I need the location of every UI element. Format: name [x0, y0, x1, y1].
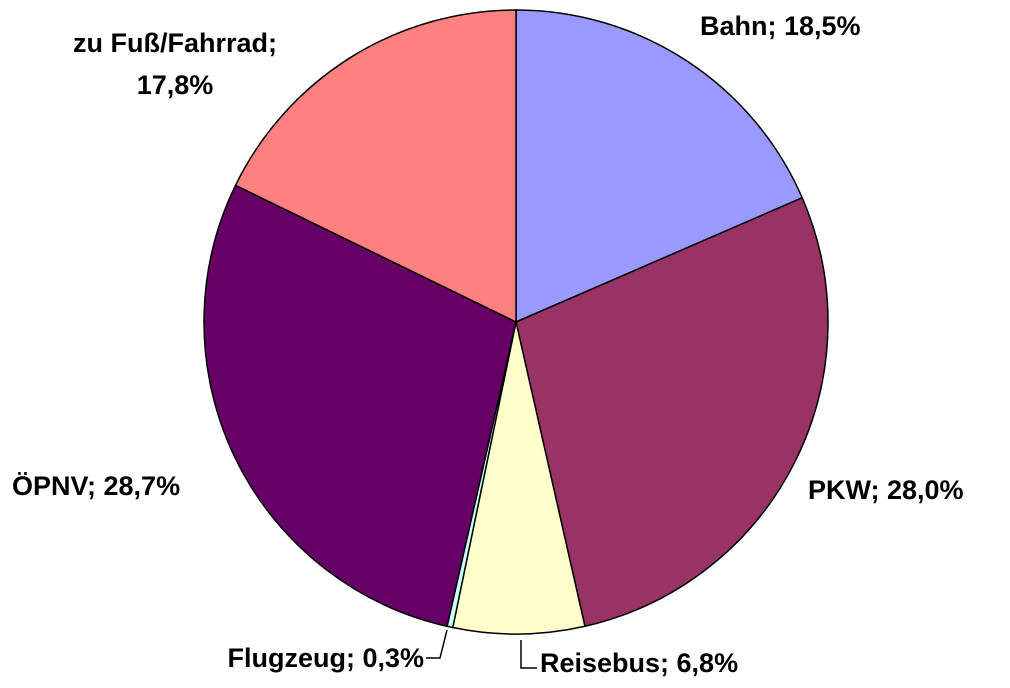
pie-slice — [234, 9, 517, 324]
pie-slice — [515, 9, 804, 324]
leader-line — [426, 629, 448, 659]
slice-label: PKW; 28,0% — [808, 475, 964, 505]
slice-label: Reisebus; 6,8% — [540, 648, 738, 678]
leader-line — [520, 640, 537, 669]
pie-slice — [515, 196, 829, 628]
slice-label: ÖPNV; 28,7% — [12, 471, 180, 501]
pie-slice — [451, 321, 586, 635]
pie-slice — [203, 184, 517, 628]
slice-label: zu Fuß/Fahrrad; — [73, 28, 277, 58]
slice-label: Bahn; 18,5% — [700, 11, 861, 41]
slice-label: Flugzeug; 0,3% — [227, 643, 424, 673]
slice-label: 17,8% — [137, 70, 214, 100]
